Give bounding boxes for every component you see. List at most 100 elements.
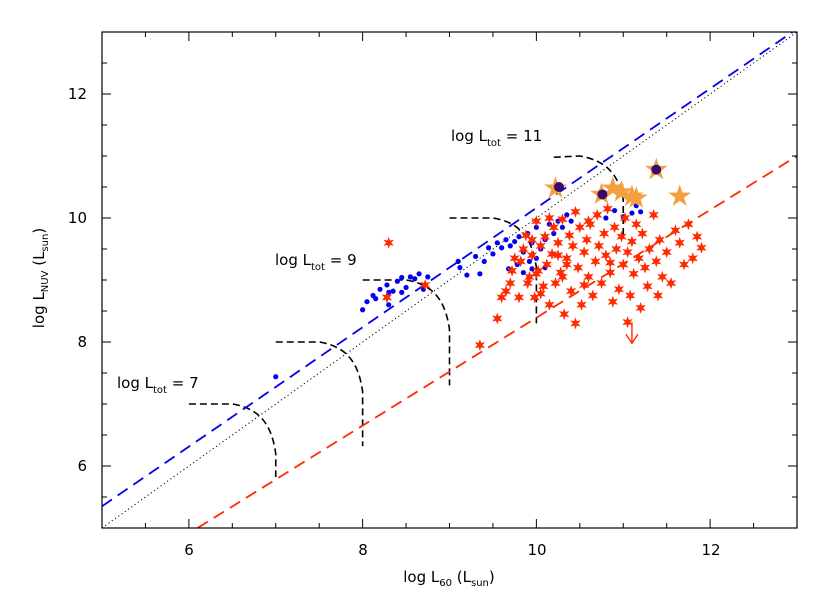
blue-dot-point	[507, 243, 513, 249]
blue-dot-point	[384, 282, 390, 288]
red-star-point	[531, 215, 542, 228]
red-star-point	[546, 247, 558, 260]
red-star-point	[598, 227, 610, 240]
red-star-point	[419, 278, 431, 291]
red-star-point	[544, 298, 555, 311]
red-star-point	[611, 243, 622, 255]
red-star-point	[687, 252, 698, 265]
red-star-point	[585, 218, 596, 231]
red-star-point	[383, 236, 394, 249]
blue-dot-point	[399, 274, 405, 281]
red-star-point	[591, 208, 603, 221]
blue-dot-point	[564, 212, 570, 218]
red-star-point	[587, 289, 599, 302]
annotation-ltot-7: log Ltot = 7	[117, 374, 199, 396]
red-star-point	[654, 233, 665, 246]
red-star-point	[583, 270, 594, 283]
red-star-point	[657, 270, 668, 283]
blue-dot-point	[499, 245, 505, 251]
blue-dot-point	[481, 258, 487, 264]
blue-dot-point	[455, 258, 461, 264]
blue-dot-point	[416, 271, 422, 277]
red-star-point	[518, 243, 529, 255]
red-star-point	[678, 258, 690, 271]
blue-dashed-line	[102, 32, 795, 508]
red-star-point	[564, 229, 575, 242]
red-star-point	[496, 291, 507, 304]
blue-dot-point	[425, 274, 431, 280]
red-star-point	[652, 289, 664, 302]
blue-dot-point	[551, 230, 557, 237]
track-curve	[553, 155, 625, 237]
red-star-point	[561, 258, 572, 271]
blue-dot-point	[472, 253, 479, 260]
red-star-point	[631, 218, 642, 231]
red-star-point	[531, 267, 542, 280]
y-tick-label: 10	[68, 209, 87, 227]
arrow-head	[625, 333, 639, 345]
red-star-point	[602, 202, 613, 215]
blue-dot-point	[457, 265, 463, 271]
blue-dot-point	[407, 274, 414, 280]
red-star-point	[578, 278, 590, 291]
red-star-point	[548, 221, 559, 234]
axis-ticks	[101, 31, 798, 529]
red-star-point	[613, 283, 625, 296]
blue-dot-point	[403, 284, 409, 291]
red-star-point	[637, 227, 648, 240]
red-star-point	[644, 243, 655, 255]
red-star-point	[605, 266, 616, 279]
red-star-point	[557, 270, 568, 283]
blue-dot-point	[559, 224, 566, 230]
x-tick-label: 8	[358, 541, 368, 559]
x-tick-label: 6	[184, 541, 194, 559]
annotation-ltot-11: log Ltot = 11	[451, 127, 542, 149]
orange-star-point	[668, 184, 692, 207]
track-curves	[188, 155, 625, 478]
red-star-point	[600, 249, 612, 262]
blue-dot-point	[503, 237, 509, 243]
red-star-point	[538, 280, 549, 293]
red-star-point	[670, 224, 681, 237]
blue-dot-point	[273, 374, 279, 380]
blue-dot-point	[394, 278, 400, 284]
red-star-point	[492, 312, 503, 325]
red-dashed-line	[197, 155, 797, 528]
red-star-point	[609, 221, 620, 234]
red-star-point	[622, 246, 633, 259]
red-star-point	[578, 246, 590, 259]
blue-dot-point	[377, 286, 383, 292]
x-tick-label: 10	[527, 541, 546, 559]
red-star-point	[557, 213, 568, 226]
blue-dot-point	[485, 245, 492, 251]
red-star-point	[552, 249, 564, 262]
red-star-point	[506, 264, 518, 277]
red-star-point	[500, 285, 512, 298]
x-axis-title: log L60 (Lsun)	[403, 568, 494, 589]
red-star-point	[683, 218, 694, 231]
red-star-point	[570, 205, 581, 218]
red-star-point	[535, 287, 546, 300]
red-star-point	[535, 239, 546, 252]
red-star-point	[618, 258, 629, 271]
blue-dot-point	[364, 299, 370, 305]
dotted-one-to-one-line	[102, 32, 797, 528]
red-star-point	[596, 277, 607, 290]
navy-circle-point	[597, 189, 608, 200]
navy-circle-point	[651, 164, 662, 175]
blue-dot-point	[373, 296, 379, 302]
red-star-point	[532, 264, 544, 277]
red-star-point	[574, 221, 586, 234]
red-star-point	[616, 230, 627, 243]
red-star-point	[555, 266, 566, 279]
red-star-point	[550, 277, 561, 290]
blue-dot-point	[629, 210, 635, 216]
upper-limit-arrow	[625, 322, 639, 345]
red-star-point	[526, 233, 538, 246]
red-star-point	[505, 277, 516, 290]
blue-dot-point	[520, 269, 526, 276]
red-star-point	[635, 301, 646, 314]
blue-dot-point	[360, 307, 366, 313]
red-star-point	[381, 291, 393, 304]
red-star-point	[509, 252, 520, 265]
